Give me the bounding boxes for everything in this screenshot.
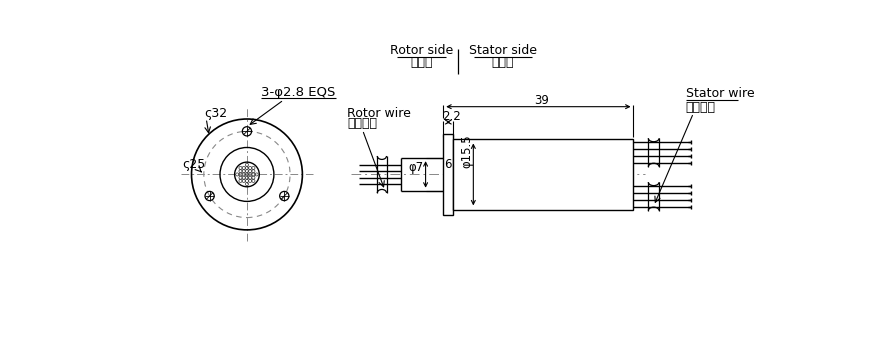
Text: φ7: φ7: [408, 161, 424, 174]
Text: Stator wire: Stator wire: [686, 88, 754, 100]
Text: Stator side: Stator side: [469, 43, 537, 57]
Text: ς25: ς25: [182, 158, 206, 171]
Text: 转子边: 转子边: [410, 56, 433, 69]
Text: Rotor wire: Rotor wire: [347, 107, 411, 120]
Text: 39: 39: [534, 94, 548, 107]
Text: 转子出线: 转子出线: [347, 118, 377, 131]
Text: 6: 6: [444, 158, 452, 171]
Text: φ15.5: φ15.5: [460, 135, 473, 168]
Text: Rotor side: Rotor side: [390, 43, 453, 57]
Text: ς32: ς32: [205, 107, 228, 120]
Text: 定子边: 定子边: [492, 56, 514, 69]
Text: 2.2: 2.2: [442, 110, 461, 123]
Text: 定子出线: 定子出线: [686, 100, 715, 113]
Bar: [453, 139, 634, 210]
Bar: [444, 134, 453, 215]
Text: 3-φ2.8 EQS: 3-φ2.8 EQS: [260, 86, 335, 99]
